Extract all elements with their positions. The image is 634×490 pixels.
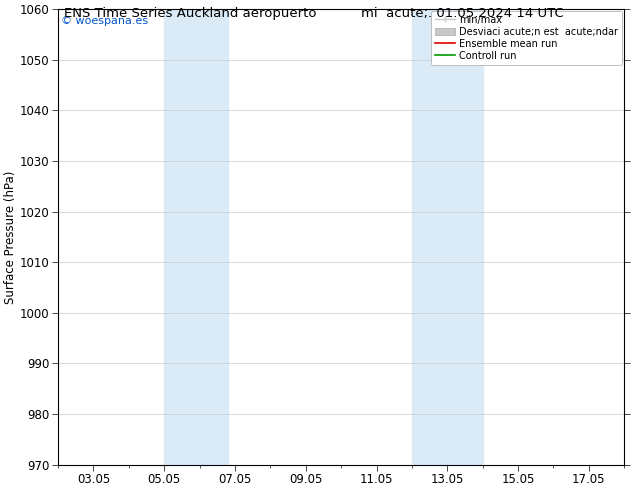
Text: mi  acute;. 01.05.2024 14 UTC: mi acute;. 01.05.2024 14 UTC [361,7,564,21]
Bar [164,9,228,465]
Y-axis label: Surface Pressure (hPa): Surface Pressure (hPa) [4,170,17,303]
Legend: min/max, Desviaci acute;n est  acute;ndar, Ensemble mean run, Controll run: min/max, Desviaci acute;n est acute;ndar… [431,11,623,65]
Text: ENS Time Series Auckland aeropuerto: ENS Time Series Auckland aeropuerto [64,7,316,21]
Bar [412,9,482,465]
Text: © woespana.es: © woespana.es [61,16,148,26]
